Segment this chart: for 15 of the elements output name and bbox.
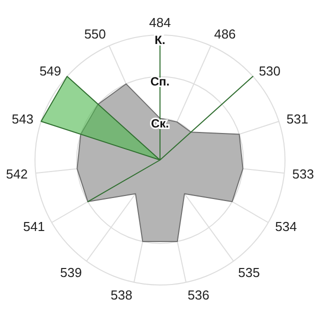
spoke-label: 531 [286, 112, 308, 127]
spoke-label: 484 [149, 15, 171, 30]
spoke-label: 550 [84, 26, 106, 42]
spoke-label: 549 [39, 64, 62, 79]
spoke-label: 543 [12, 112, 34, 127]
spoke-label: 538 [110, 287, 132, 302]
spoke-label: 535 [238, 264, 260, 280]
spoke-label: 542 [6, 166, 28, 182]
spoke-label: 536 [188, 287, 210, 302]
spoke-label: 539 [60, 264, 82, 280]
spoke-label: 533 [292, 166, 314, 182]
spoke-label: 541 [23, 219, 45, 234]
spoke-label: 534 [275, 219, 297, 234]
spoke-label: 486 [214, 26, 236, 42]
spoke-label: 530 [258, 64, 281, 79]
